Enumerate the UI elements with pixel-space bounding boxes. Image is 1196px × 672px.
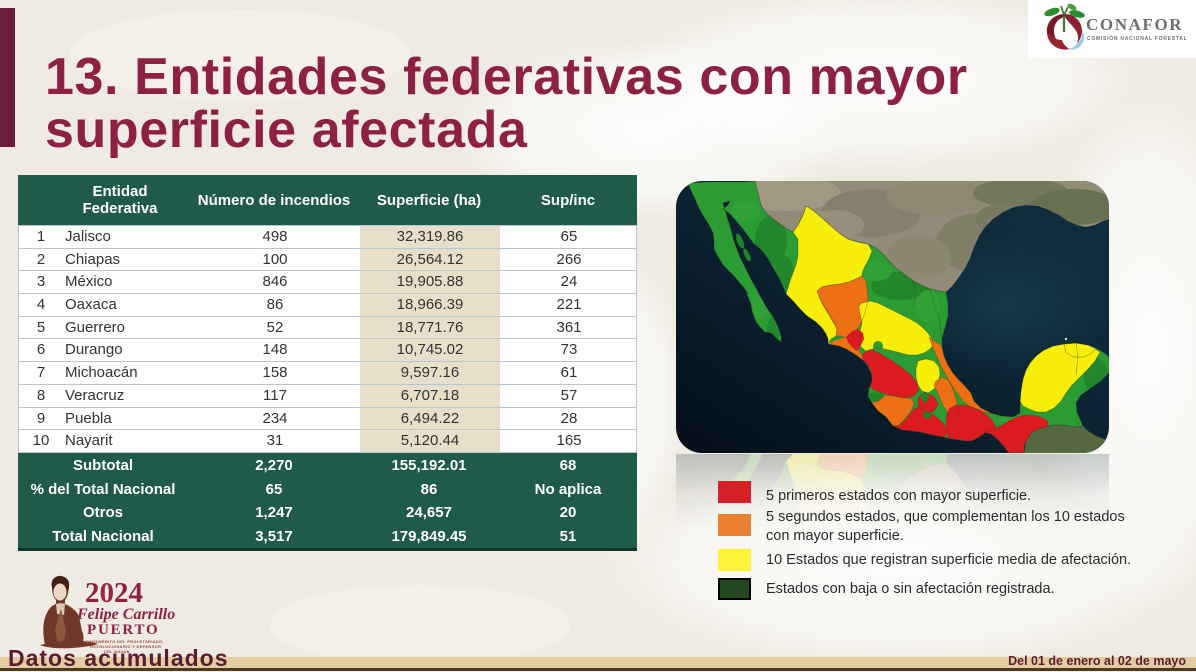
svg-text:BENEMÉRITO DEL PROLETARIADO,: BENEMÉRITO DEL PROLETARIADO,: [86, 639, 164, 644]
svg-text:2024: 2024: [85, 577, 143, 609]
svg-text:PUERTO: PUERTO: [87, 622, 160, 638]
svg-text:DEL MAYAB: DEL MAYAB: [104, 649, 130, 653]
svg-text:REVOLUCIONARIO Y DEFENSOR: REVOLUCIONARIO Y DEFENSOR: [90, 644, 161, 649]
svg-text:Felipe Carrillo: Felipe Carrillo: [76, 606, 175, 623]
